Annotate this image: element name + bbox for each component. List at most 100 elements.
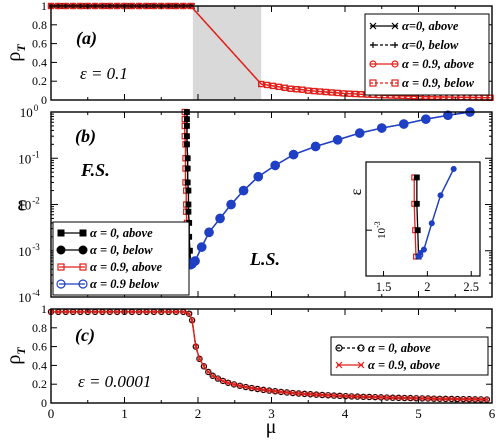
data-point [337,393,343,399]
data-point [185,187,192,194]
data-point [99,308,106,315]
legend-marker [56,245,66,255]
inset-x-tick-label: 2 [424,280,430,294]
data-point [325,392,331,399]
legend-marker [57,263,65,271]
legend-label: α = 0.9 below [90,277,160,291]
data-point [348,393,355,400]
data-point [220,378,226,384]
y-tick-label: 100 [20,103,39,120]
y-tick-label: 0 [41,396,47,410]
legend-marker [335,361,343,369]
inset-frame [365,161,481,277]
legend-marker [335,344,343,352]
data-point [209,372,216,379]
y-tick-label: 0.8 [32,18,47,32]
data-point [55,308,62,315]
x-tick-label: 6 [489,406,496,421]
legend-marker [78,245,88,255]
y-tick-label: 1 [41,0,47,13]
data-point [106,308,113,315]
data-point [331,392,337,399]
legend-marker [369,79,377,87]
legend-marker [370,42,376,48]
data-point [269,82,277,90]
panel-label: (a) [76,28,97,49]
data-point [289,390,296,396]
data-point [185,310,193,317]
inset-series-line [413,177,417,257]
data-point [342,393,349,399]
data-point [307,391,314,398]
data-point [442,396,449,402]
data-point [184,165,191,172]
data-point [205,368,212,376]
data-point [272,388,278,395]
data-point [484,396,490,403]
data-point [143,308,150,315]
annotation: ε = 0.1 [80,64,128,83]
inset-data-point [437,192,444,199]
data-point [372,394,378,400]
data-point [322,88,330,96]
legend-marker [391,79,399,87]
data-point [443,110,453,120]
inset-data-point [428,220,435,227]
panel-label: (c) [75,325,95,346]
data-point [284,389,290,396]
legend-label: α = 0.9, below [402,76,475,90]
data-point [366,394,373,400]
legend-marker [79,263,87,271]
data-point [357,91,365,98]
data-point [384,394,390,401]
data-point [77,308,84,315]
y-tick-label: 10-3 [18,242,40,259]
x-tick-label: 4 [342,406,349,421]
legend-label: α = 0, above [368,341,431,355]
data-point [419,395,425,402]
data-point [231,381,237,388]
data-point [201,363,207,370]
y-tick-label: 10-1 [18,149,40,166]
data-point [266,387,273,394]
inset-y-tick-exponent: -3 [373,221,382,228]
data-point [316,88,324,95]
data-point [238,185,249,196]
data-point [454,396,461,402]
data-point [185,201,192,208]
y-tick-label: 0.8 [32,321,47,335]
data-point [151,308,157,315]
data-point [215,375,221,382]
y-tick-exponent: -3 [32,242,40,252]
data-point [295,390,302,397]
legend-marker [57,229,65,237]
data-point [253,171,263,182]
inset-y-axis-label: ε [348,188,365,195]
data-point [293,85,300,93]
data-point [204,227,214,238]
data-point [275,83,283,91]
inset-data-point [413,200,420,207]
data-point [332,135,343,145]
data-point [352,90,359,98]
y-tick-exponent: -4 [32,288,40,298]
data-point [313,391,320,398]
data-point [378,394,384,401]
data-point [260,387,267,393]
data-point [70,308,76,315]
inset-data-point [413,174,420,181]
panel-label: (b) [75,126,96,147]
y-tick-exponent: -1 [32,149,40,159]
annotation: ε = 0.0001 [78,372,151,391]
legend-marker [392,42,398,48]
legend-label: α=0, above [402,19,459,33]
data-point [254,386,261,392]
data-point [448,396,455,402]
data-point [114,308,120,315]
data-point [377,123,387,133]
x-tick-label: 2 [195,406,202,421]
data-point [413,395,420,402]
data-point [287,85,294,92]
data-point [173,308,179,315]
